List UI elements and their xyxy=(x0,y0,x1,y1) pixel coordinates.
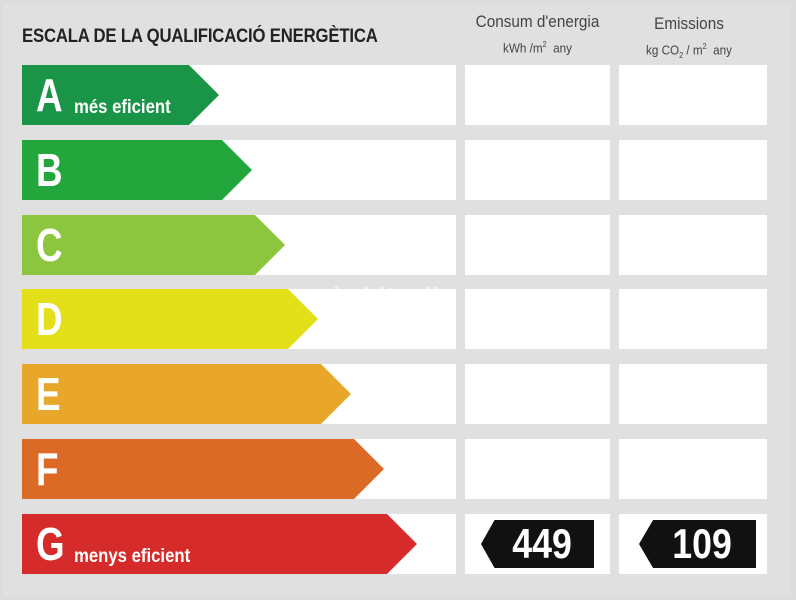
rating-letter: C xyxy=(36,219,63,271)
watermark: habitaclia xyxy=(333,283,454,310)
rating-description: menys eficient xyxy=(74,546,191,567)
consumption-header: Consum d'energia kWh /m2 any xyxy=(465,12,610,57)
consumption-value: 449 xyxy=(481,520,594,568)
consumption-unit: kWh /m2 any xyxy=(502,40,573,56)
emissions-header: Emissions kg CO2 / m2 any xyxy=(619,14,759,65)
rating-arrow-d: D xyxy=(22,289,318,349)
emissions-title: Emissions xyxy=(654,14,724,33)
rating-arrow-b: B xyxy=(22,140,252,200)
rating-letter: G xyxy=(36,518,65,570)
consumption-cell-b xyxy=(465,140,610,200)
emissions-cell-d xyxy=(619,289,767,349)
rating-arrow-f: F xyxy=(22,439,384,499)
consumption-cell-c xyxy=(465,215,610,275)
emissions-cell-f xyxy=(619,439,767,499)
consumption-cell-a xyxy=(465,65,610,125)
rating-arrow-c: C xyxy=(22,215,285,275)
rating-letter: A xyxy=(36,69,63,121)
consumption-cell-f xyxy=(465,439,610,499)
rating-arrow-e: E xyxy=(22,364,351,424)
emissions-cell-a xyxy=(619,65,767,125)
emissions-cell-b xyxy=(619,140,767,200)
emissions-value: 109 xyxy=(639,520,756,568)
emissions-cell-e xyxy=(619,364,767,424)
label-title: ESCALA DE LA QUALIFICACIÓ ENERGÈTICA xyxy=(22,26,378,47)
emissions-unit: kg CO2 / m2 any xyxy=(645,42,733,60)
rating-letter: B xyxy=(36,144,63,196)
consumption-cell-d xyxy=(465,289,610,349)
rating-letter: E xyxy=(36,368,61,420)
consumption-cell-e xyxy=(465,364,610,424)
emissions-cell-c xyxy=(619,215,767,275)
rating-description: més eficient xyxy=(74,97,171,118)
consumption-title: Consum d'energia xyxy=(475,12,600,31)
rating-letter: F xyxy=(36,443,59,495)
rating-letter: D xyxy=(36,293,63,345)
